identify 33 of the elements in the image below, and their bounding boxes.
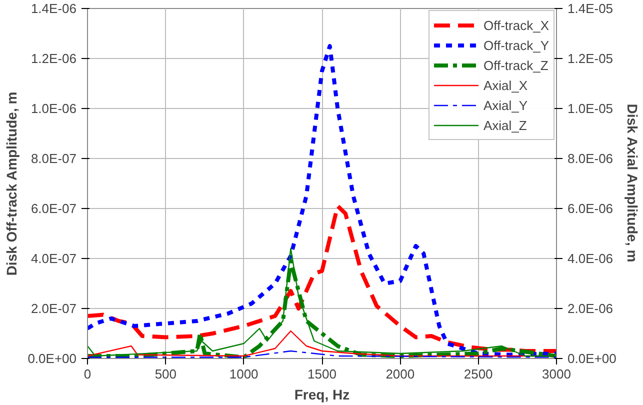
y2-tick-label: 2.0E-06 bbox=[568, 301, 614, 316]
y-tick-label: 1.2E-06 bbox=[30, 51, 77, 66]
legend-label: Axial_X bbox=[483, 78, 528, 92]
y-tick-label: 1.4E-06 bbox=[30, 1, 77, 16]
line-series bbox=[88, 204, 556, 353]
y2-tick-label: 6.0E-06 bbox=[568, 201, 614, 216]
x-tick-label: 2000 bbox=[386, 366, 415, 382]
x-axis-title: Freq, Hz bbox=[294, 386, 350, 402]
y2-axis-title: Disk Axial Amplitude, m bbox=[624, 104, 640, 262]
y-tick-label: 2.0E-07 bbox=[30, 301, 77, 316]
y2-tick-label: 1.2E-05 bbox=[568, 51, 614, 66]
x-tick-label: 1000 bbox=[229, 366, 258, 382]
y2-tick-label: 1.0E-05 bbox=[568, 101, 614, 116]
y-tick-label: 1.0E-06 bbox=[30, 101, 77, 116]
x-tick-label: 1500 bbox=[308, 366, 336, 382]
y-tick-label: 8.0E-07 bbox=[30, 151, 77, 166]
y-tick-label: 4.0E-07 bbox=[30, 251, 77, 266]
y2-tick-label: 4.0E-06 bbox=[568, 251, 614, 266]
legend-label: Off-track_X bbox=[483, 18, 549, 32]
y-tick-label: 0.0E+00 bbox=[28, 351, 76, 366]
y2-tick-label: 1.4E-05 bbox=[568, 1, 614, 16]
legend-label: Axial_Y bbox=[483, 98, 528, 112]
x-tick-label: 2500 bbox=[464, 366, 493, 382]
x-tick-label: 3000 bbox=[542, 366, 571, 382]
y2-tick-label: 0.0E+00 bbox=[568, 351, 616, 366]
y2-tick-label: 8.0E-06 bbox=[568, 151, 614, 166]
legend-label: Off-track_Z bbox=[483, 58, 548, 72]
legend-label: Axial_Z bbox=[483, 118, 527, 132]
x-tick-label: 500 bbox=[154, 366, 177, 382]
y-tick-label: 6.0E-07 bbox=[30, 201, 77, 216]
y-axis-title: Disk Off-track Amplitude, m bbox=[4, 92, 20, 276]
x-tick-label: 0 bbox=[84, 366, 92, 382]
legend-label: Off-track_Y bbox=[483, 38, 549, 52]
